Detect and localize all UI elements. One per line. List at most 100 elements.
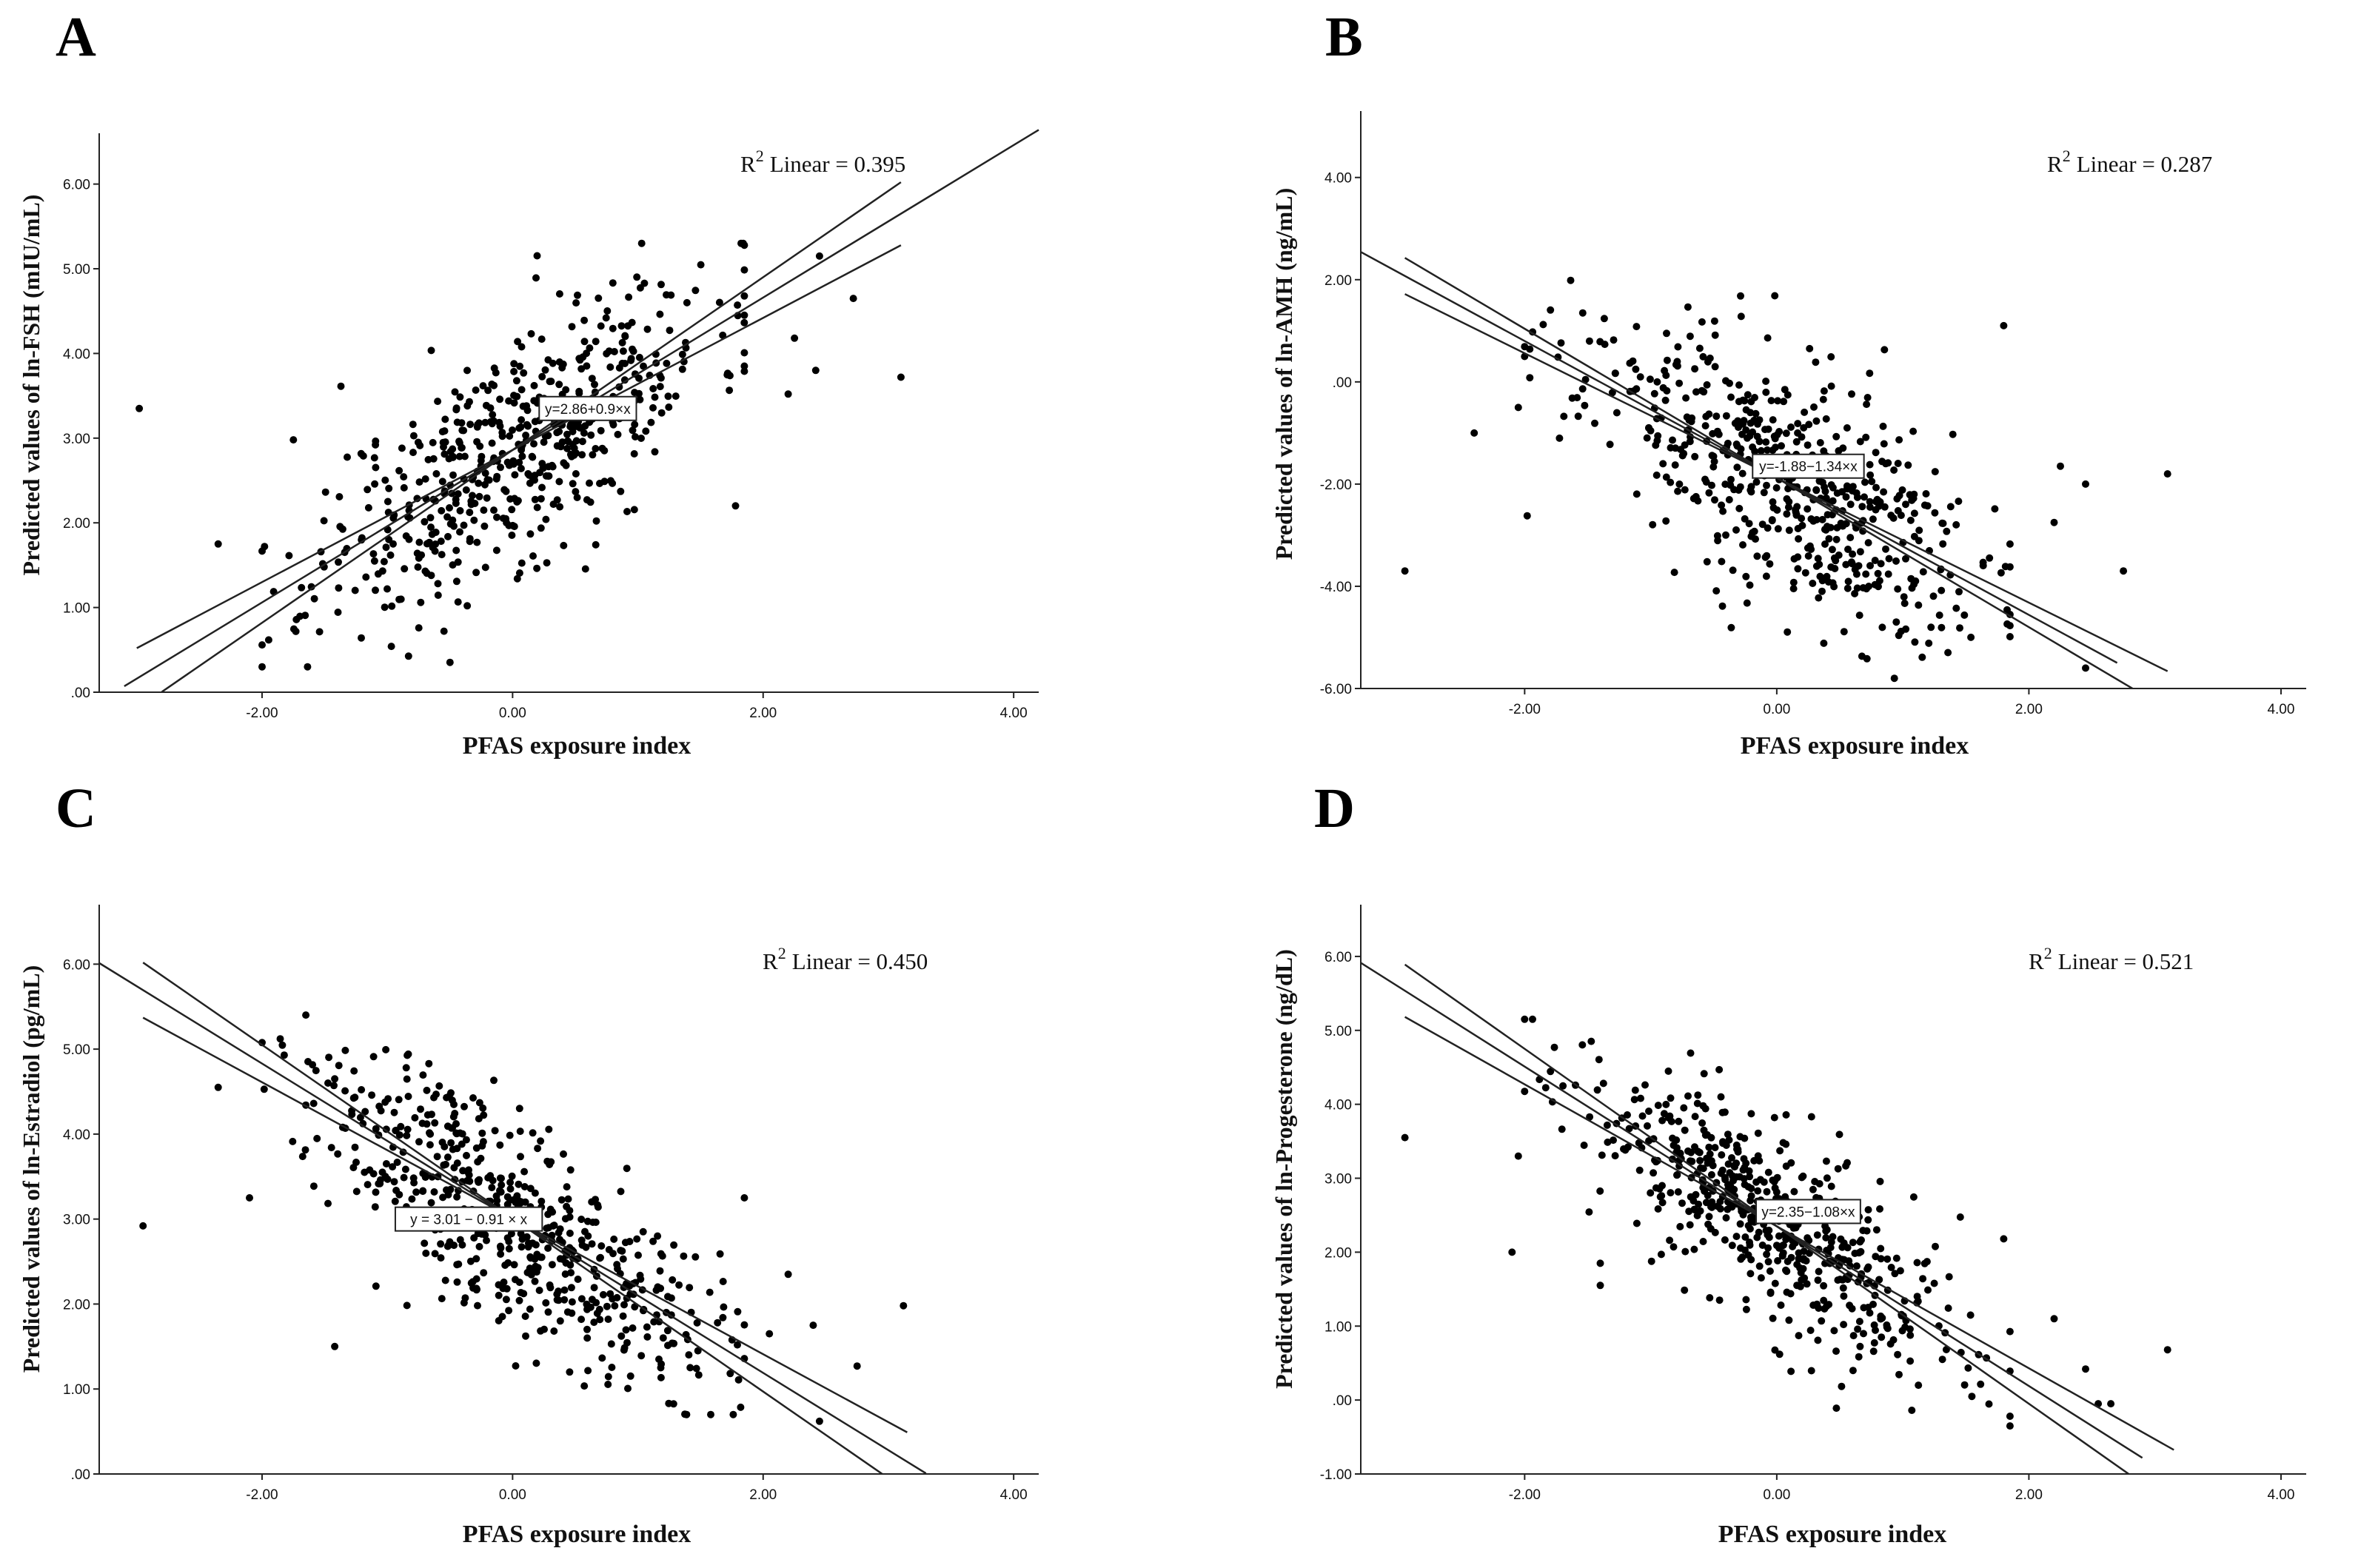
data-point-c — [479, 1104, 487, 1112]
data-point-b — [1691, 452, 1699, 460]
data-point-b — [1611, 369, 1619, 378]
data-point-c — [453, 1159, 461, 1167]
data-point-a — [384, 585, 391, 593]
data-point-c — [694, 1371, 703, 1379]
data-point-b — [1747, 419, 1755, 427]
data-point-b — [1855, 612, 1863, 620]
data-point-c — [556, 1317, 564, 1325]
chart-a-svg: A Predicted values of ln-FSH (mIU/mL) PF… — [18, 6, 1039, 760]
data-point-b — [1805, 421, 1813, 429]
data-point-b — [1864, 539, 1872, 547]
data-point-a — [560, 459, 568, 467]
data-point-c — [594, 1201, 602, 1209]
data-point-c — [442, 1160, 449, 1168]
data-point-d — [1706, 1294, 1714, 1301]
data-point-c — [478, 1129, 486, 1137]
data-point-a — [526, 479, 534, 487]
data-point-c — [496, 1174, 504, 1182]
data-point-a — [575, 387, 583, 395]
data-point-b — [1692, 388, 1700, 396]
data-point-d — [1877, 1315, 1885, 1323]
data-point-c — [706, 1288, 714, 1296]
data-point-b — [1681, 486, 1689, 494]
data-point-b — [1653, 378, 1661, 386]
data-point-d — [1930, 1279, 1938, 1287]
data-point-b — [1737, 312, 1745, 321]
data-point-b — [1897, 627, 1905, 635]
data-point-d — [1730, 1185, 1738, 1193]
r2-value-c: Linear = 0.450 — [792, 948, 928, 974]
data-point-d — [1604, 1138, 1612, 1146]
data-point-b — [1745, 520, 1753, 528]
y-tick-label-b: 4.00 — [1324, 171, 1352, 187]
data-point-c — [437, 1240, 445, 1248]
data-point-d — [1673, 1171, 1681, 1179]
data-point-c — [391, 1197, 399, 1205]
data-point-b — [1675, 379, 1684, 387]
data-point-b — [1827, 563, 1835, 571]
data-point-d — [1658, 1116, 1667, 1125]
data-point-b — [1703, 557, 1711, 566]
data-point-c — [331, 1342, 339, 1350]
data-point-d — [1596, 1259, 1604, 1267]
data-point-a — [555, 358, 563, 366]
data-point-b — [1816, 439, 1824, 446]
data-point-c — [597, 1253, 604, 1262]
data-point-c — [512, 1362, 520, 1370]
data-point-b — [1848, 390, 1855, 398]
x-tick-label-a: -2.00 — [246, 706, 278, 721]
x-tick-label-b: 0.00 — [1763, 702, 1790, 717]
data-point-c — [629, 1324, 637, 1332]
data-point-c — [548, 1261, 556, 1269]
data-point-a — [492, 369, 500, 377]
data-point-b — [1727, 623, 1735, 631]
data-point-a — [344, 453, 351, 461]
data-point-b — [1939, 520, 1947, 527]
data-point-d — [1801, 1274, 1809, 1282]
data-point-b — [1931, 509, 1939, 517]
data-point-c — [503, 1200, 512, 1208]
data-point-c — [526, 1305, 534, 1313]
data-point-d — [1694, 1091, 1702, 1099]
data-point-d — [1785, 1316, 1793, 1324]
data-point-b — [1711, 363, 1719, 371]
y-tick-label-b: -6.00 — [1320, 682, 1352, 697]
data-point-b — [1709, 463, 1718, 471]
data-point-c — [537, 1137, 545, 1145]
data-point-d — [1521, 1015, 1529, 1023]
data-point-b — [1784, 503, 1792, 512]
data-point-a — [663, 291, 670, 299]
data-point-b — [1844, 546, 1852, 553]
data-point-b — [1798, 433, 1806, 441]
data-point-c — [452, 1120, 460, 1128]
data-point-c — [566, 1166, 575, 1174]
data-point-d — [1740, 1175, 1748, 1183]
data-point-a — [398, 444, 406, 452]
data-point-a — [540, 438, 548, 446]
data-point-c — [403, 1301, 411, 1310]
data-point-b — [1719, 507, 1727, 515]
data-point-b — [2082, 480, 2089, 488]
data-point-c — [447, 1089, 455, 1097]
data-point-c — [531, 1189, 539, 1197]
data-point-d — [1713, 1202, 1721, 1210]
data-point-b — [1711, 496, 1718, 504]
data-point-d — [1803, 1280, 1811, 1288]
data-point-b — [1567, 276, 1575, 284]
data-point-d — [1923, 1258, 1931, 1266]
data-point-d — [1894, 1350, 1902, 1358]
data-point-d — [1650, 1169, 1658, 1177]
data-point-a — [427, 572, 435, 580]
data-point-d — [1704, 1191, 1712, 1199]
data-point-b — [1789, 578, 1798, 586]
data-point-c — [524, 1239, 532, 1247]
data-point-c — [619, 1255, 627, 1263]
data-point-b — [1866, 471, 1875, 479]
data-point-b — [2006, 540, 2014, 548]
data-point-d — [1813, 1231, 1821, 1239]
data-point-d — [1742, 1296, 1750, 1304]
data-point-a — [518, 386, 526, 394]
data-point-a — [478, 452, 486, 460]
r2-label-a: R2 Linear = 0.395 — [740, 147, 905, 177]
data-point-b — [1727, 475, 1735, 483]
